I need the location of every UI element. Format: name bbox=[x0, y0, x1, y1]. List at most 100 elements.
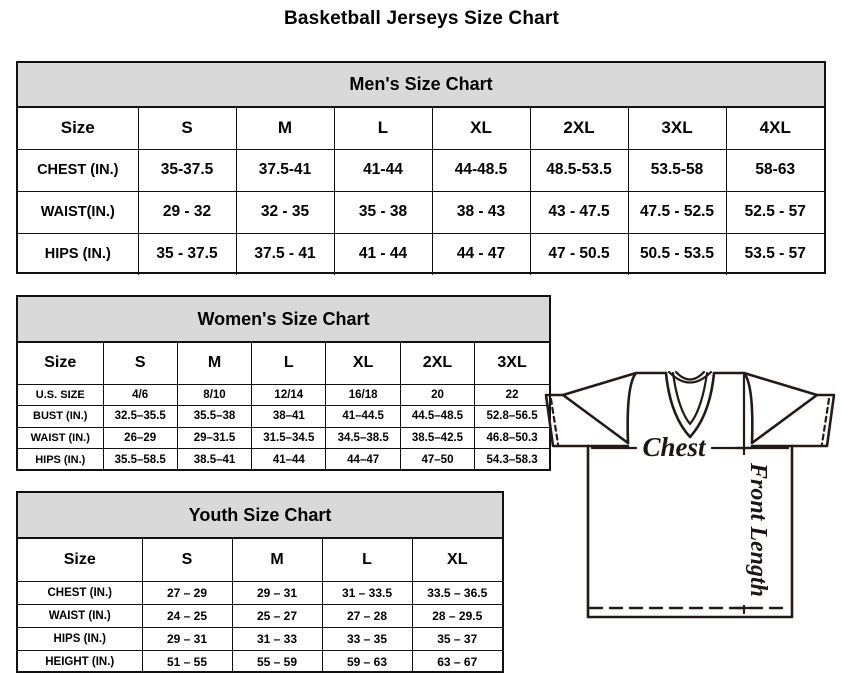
mens-row-label: HIPS (IN.) bbox=[18, 232, 139, 275]
womens-cell: 22 bbox=[474, 383, 549, 406]
mens-row-label: WAIST(IN.) bbox=[18, 190, 139, 234]
womens-row-label: HIPS (IN.) bbox=[18, 448, 104, 470]
table-row: U.S. SIZE 4/6 8/10 12/14 16/18 20 22 bbox=[18, 383, 549, 406]
youth-cell: 35 – 37 bbox=[411, 626, 502, 651]
youth-cell: 33 – 35 bbox=[321, 626, 413, 651]
womens-cell: 52.8–56.5 bbox=[474, 405, 549, 428]
womens-cell: 41–44.5 bbox=[325, 405, 401, 428]
mens-cell: 41 - 44 bbox=[333, 232, 433, 275]
womens-cell: 29–31.5 bbox=[176, 426, 253, 449]
womens-cell: 44.5–48.5 bbox=[399, 405, 476, 428]
womens-cell: 26–29 bbox=[102, 426, 178, 449]
youth-row-label: CHEST (IN.) bbox=[18, 580, 143, 605]
mens-header-cell-l: L bbox=[333, 106, 433, 150]
table-row: BUST (IN.) 32.5–35.5 35.5–38 38–41 41–44… bbox=[18, 405, 549, 428]
page-title: Basketball Jerseys Size Chart bbox=[283, 8, 560, 29]
mens-cell: 38 - 43 bbox=[431, 190, 531, 234]
table-row: HIPS (IN.) 35.5–58.5 38.5–41 41–44 44–47… bbox=[18, 448, 549, 470]
youth-header-row: Size S M L XL bbox=[18, 537, 502, 582]
mens-header-cell-xl: XL bbox=[431, 106, 531, 150]
youth-cell: 55 – 59 bbox=[231, 649, 323, 673]
youth-band-row: Youth Size Chart bbox=[18, 493, 502, 539]
table-row: WAIST (IN.) 26–29 29–31.5 31.5–34.5 34.5… bbox=[18, 426, 549, 449]
mens-size-chart-table: Men's Size Chart Size S M L XL 2XL 3XL 4… bbox=[16, 61, 826, 275]
mens-cell: 29 - 32 bbox=[137, 190, 237, 234]
mens-cell: 47.5 - 52.5 bbox=[627, 190, 727, 234]
table-row: WAIST (IN.) 24 – 25 25 – 27 27 – 28 28 –… bbox=[18, 603, 502, 628]
chest-label: Chest bbox=[642, 432, 707, 462]
youth-row-label: HIPS (IN.) bbox=[18, 626, 143, 651]
youth-cell: 59 – 63 bbox=[321, 649, 413, 673]
youth-cell: 27 – 29 bbox=[141, 580, 233, 605]
v-neck-band-1 bbox=[671, 371, 709, 426]
mens-header-cell-m: M bbox=[235, 106, 335, 150]
womens-cell: 12/14 bbox=[251, 383, 327, 406]
mens-cell: 37.5-41 bbox=[235, 148, 335, 192]
left-sleeve-outline bbox=[544, 393, 630, 448]
youth-header-cell-size: Size bbox=[18, 537, 143, 582]
jersey-measurement-diagram: Chest Front Length bbox=[540, 355, 840, 655]
mens-cell: 44-48.5 bbox=[431, 148, 531, 192]
womens-cell: 35.5–38 bbox=[176, 405, 253, 428]
mens-cell: 35 - 38 bbox=[333, 190, 433, 234]
womens-cell: 44–47 bbox=[325, 448, 401, 470]
mens-cell: 50.5 - 53.5 bbox=[627, 232, 727, 275]
mens-cell: 35-37.5 bbox=[137, 148, 237, 192]
mens-cell: 43 - 47.5 bbox=[529, 190, 629, 234]
mens-header-cell-s: S bbox=[137, 106, 237, 150]
mens-header-row: Size S M L XL 2XL 3XL 4XL bbox=[18, 106, 824, 150]
womens-size-chart-table: Women's Size Chart Size S M L XL 2XL 3XL… bbox=[16, 295, 551, 471]
mens-cell: 37.5 - 41 bbox=[235, 232, 335, 275]
right-shoulder-seam bbox=[712, 371, 754, 445]
womens-cell: 20 bbox=[399, 383, 476, 406]
womens-header-cell-l: L bbox=[251, 341, 327, 385]
mens-header-cell-2xl: 2XL bbox=[529, 106, 629, 150]
womens-header-cell-m: M bbox=[176, 341, 253, 385]
womens-header-row: Size S M L XL 2XL 3XL bbox=[18, 341, 549, 385]
womens-band-row: Women's Size Chart bbox=[18, 297, 549, 343]
womens-header-cell-xl: XL bbox=[325, 341, 401, 385]
womens-header-cell-3xl: 3XL bbox=[474, 341, 549, 385]
youth-cell: 27 – 28 bbox=[321, 603, 413, 628]
left-cuff-dashed bbox=[549, 397, 560, 446]
front-length-label: Front Length bbox=[745, 462, 771, 597]
womens-cell: 41–44 bbox=[251, 448, 327, 470]
womens-cell: 4/6 bbox=[102, 383, 178, 406]
mens-cell: 41-44 bbox=[333, 148, 433, 192]
youth-cell: 31 – 33.5 bbox=[321, 580, 413, 605]
youth-cell: 29 – 31 bbox=[141, 626, 233, 651]
womens-cell: 8/10 bbox=[176, 383, 253, 406]
womens-cell: 38.5–41 bbox=[176, 448, 253, 470]
mens-cell: 58-63 bbox=[725, 148, 824, 192]
youth-cell: 25 – 27 bbox=[231, 603, 323, 628]
womens-cell: 35.5–58.5 bbox=[102, 448, 178, 470]
youth-header-cell-s: S bbox=[141, 537, 233, 582]
mens-cell: 53.5-58 bbox=[627, 148, 727, 192]
youth-cell: 63 – 67 bbox=[411, 649, 502, 673]
mens-cell: 47 - 50.5 bbox=[529, 232, 629, 275]
mens-cell: 32 - 35 bbox=[235, 190, 335, 234]
youth-cell: 24 – 25 bbox=[141, 603, 233, 628]
collar-arc-top bbox=[667, 370, 713, 384]
jersey-illustration-svg: Chest Front Length bbox=[544, 370, 836, 619]
youth-header-cell-xl: XL bbox=[411, 537, 502, 582]
womens-cell: 38.5–42.5 bbox=[399, 426, 476, 449]
youth-header-cell-m: M bbox=[231, 537, 323, 582]
collar-arc-inner bbox=[674, 370, 706, 381]
womens-cell: 16/18 bbox=[325, 383, 401, 406]
youth-cell: 28 – 29.5 bbox=[411, 603, 502, 628]
mens-header-cell-3xl: 3XL bbox=[627, 106, 727, 150]
womens-row-label: WAIST (IN.) bbox=[18, 426, 104, 449]
table-row: HIPS (IN.) 29 – 31 31 – 33 33 – 35 35 – … bbox=[18, 626, 502, 651]
left-shoulder-top bbox=[561, 371, 638, 397]
mens-row-label: CHEST (IN.) bbox=[18, 148, 139, 192]
mens-band-row: Men's Size Chart bbox=[18, 63, 824, 108]
mens-header-cell-4xl: 4XL bbox=[725, 106, 824, 150]
front-length-label-backdrop bbox=[732, 455, 758, 605]
mens-cell: 53.5 - 57 bbox=[725, 232, 824, 275]
youth-size-chart-table: Youth Size Chart Size S M L XL CHEST (IN… bbox=[16, 491, 504, 673]
mens-header-cell-size: Size bbox=[18, 106, 139, 150]
womens-header-cell-s: S bbox=[102, 341, 178, 385]
youth-row-label: WAIST (IN.) bbox=[18, 603, 143, 628]
body-outline bbox=[586, 444, 794, 619]
